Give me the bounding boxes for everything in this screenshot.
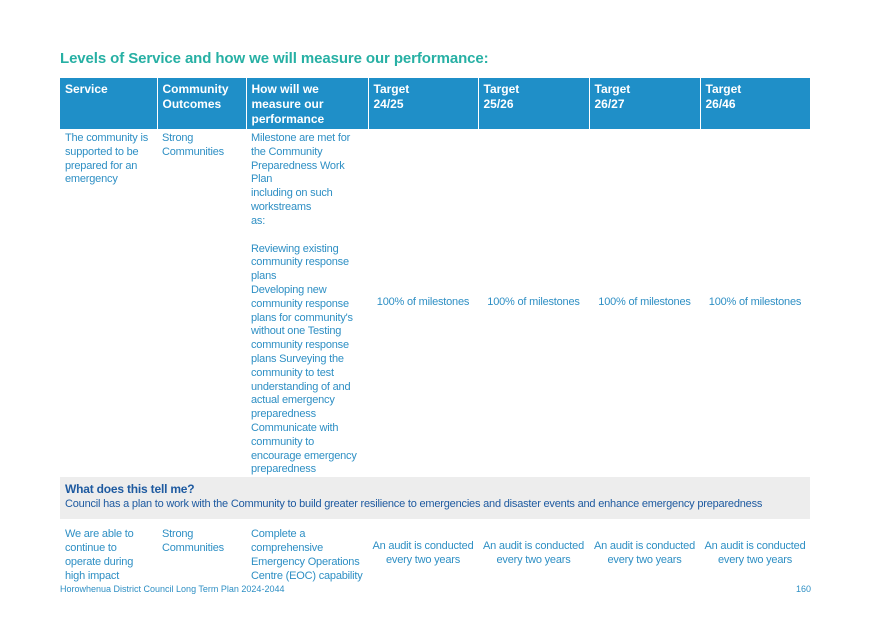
tell-title: What does this tell me? bbox=[65, 482, 195, 497]
row2-target-26-46: An audit is conducted every two years bbox=[704, 540, 806, 567]
row1-target-26-27: 100% of milestones bbox=[598, 296, 691, 309]
header-how-will-we-measure: How will we measure our performance bbox=[246, 78, 369, 129]
table-row: The community is supported to be prepare… bbox=[60, 129, 810, 477]
levels-of-service-table: Service Community Outcomes How will we m… bbox=[60, 78, 810, 583]
row1-target-25-26: 100% of milestones bbox=[487, 296, 580, 309]
row1-outcome: Strong Communities bbox=[162, 132, 224, 158]
tell-row: What does this tell me? Council has a pl… bbox=[60, 477, 810, 520]
row1-target-26-46: 100% of milestones bbox=[708, 296, 802, 309]
row1-measure: Milestone are met for the Community Prep… bbox=[251, 132, 357, 476]
header-target-25-26: Target 25/26 bbox=[478, 78, 590, 129]
header-row: Service Community Outcomes How will we m… bbox=[60, 78, 810, 129]
row1-service: The community is supported to be prepare… bbox=[65, 132, 148, 186]
page-title: Levels of Service and how we will measur… bbox=[60, 50, 489, 67]
header-target-26-46: Target 26/46 bbox=[700, 78, 810, 129]
row2-outcome: Strong Communities bbox=[162, 528, 224, 554]
footer-page-number: 160 bbox=[796, 584, 812, 594]
row1-target-24-25: 100% of milestones bbox=[376, 296, 470, 309]
header-community-outcomes: Community Outcomes bbox=[157, 78, 247, 129]
header-target-26-27: Target 26/27 bbox=[589, 78, 701, 129]
table-row: We are able to continue to operate durin… bbox=[60, 525, 810, 583]
footer-document-title: Horowhenua District Council Long Term Pl… bbox=[60, 584, 285, 594]
row2-target-25-26: An audit is conducted every two years bbox=[483, 540, 584, 567]
what-does-this-tell-me: What does this tell me? Council has a pl… bbox=[60, 477, 810, 520]
tell-text: Council has a plan to work with the Comm… bbox=[65, 498, 763, 511]
row2-measure: Complete a comprehensive Emergency Opera… bbox=[251, 528, 363, 582]
row2-target-26-27: An audit is conducted every two years bbox=[594, 540, 695, 567]
row2-service: We are able to continue to operate durin… bbox=[65, 528, 134, 582]
row2-target-24-25: An audit is conducted every two years bbox=[372, 540, 474, 567]
header-service: Service bbox=[60, 78, 158, 129]
header-target-24-25: Target 24/25 bbox=[368, 78, 479, 129]
